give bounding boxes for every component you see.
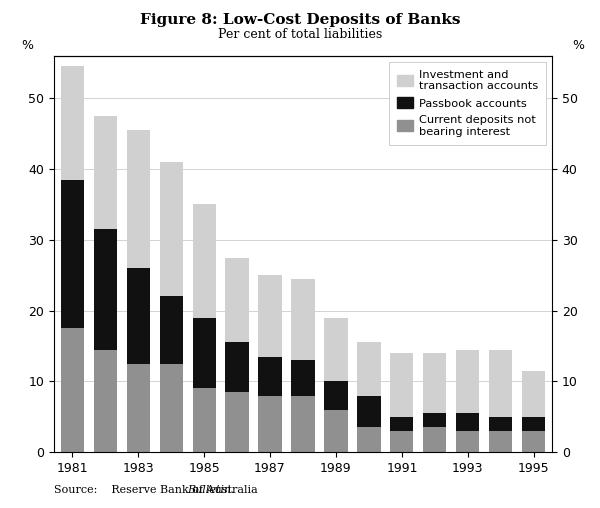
Bar [226, 392, 248, 452]
Bar [127, 130, 149, 268]
Bar [358, 427, 380, 452]
Bar [61, 67, 83, 180]
Bar [127, 268, 149, 364]
Text: Source:    Reserve Bank of Australia: Source: Reserve Bank of Australia [54, 485, 261, 495]
Bar [424, 353, 446, 413]
Bar [325, 382, 347, 409]
Bar [193, 318, 215, 389]
Bar [325, 318, 347, 382]
Bar [61, 328, 83, 452]
Text: Figure 8: Low-Cost Deposits of Banks: Figure 8: Low-Cost Deposits of Banks [140, 13, 460, 27]
Bar [523, 431, 545, 452]
Bar [127, 364, 149, 452]
Bar [226, 258, 248, 342]
Bar [490, 431, 512, 452]
Text: Per cent of total liabilities: Per cent of total liabilities [218, 28, 382, 41]
Bar [160, 364, 182, 452]
Bar [61, 180, 83, 328]
Bar [94, 116, 116, 229]
Bar [457, 431, 479, 452]
Text: Bulletin.: Bulletin. [187, 485, 235, 495]
Bar [523, 371, 545, 417]
Text: %: % [22, 39, 34, 52]
Bar [391, 431, 413, 452]
Bar [424, 413, 446, 427]
Bar [457, 413, 479, 431]
Bar [292, 396, 314, 452]
Bar [193, 389, 215, 452]
Bar [259, 357, 281, 396]
Bar [94, 350, 116, 452]
Bar [292, 360, 314, 396]
Bar [160, 162, 182, 297]
Bar [226, 342, 248, 392]
Bar [490, 350, 512, 417]
Bar [160, 297, 182, 364]
Bar [292, 279, 314, 360]
Text: %: % [572, 39, 584, 52]
Bar [490, 417, 512, 431]
Bar [457, 350, 479, 413]
Bar [259, 396, 281, 452]
Bar [391, 353, 413, 417]
Bar [391, 417, 413, 431]
Bar [358, 342, 380, 396]
Bar [259, 275, 281, 357]
Bar [523, 417, 545, 431]
Bar [325, 409, 347, 452]
Bar [424, 427, 446, 452]
Legend: Investment and
transaction accounts, Passbook accounts, Current deposits not
bea: Investment and transaction accounts, Pas… [389, 61, 547, 145]
Bar [193, 205, 215, 318]
Bar [94, 229, 116, 350]
Bar [358, 396, 380, 427]
